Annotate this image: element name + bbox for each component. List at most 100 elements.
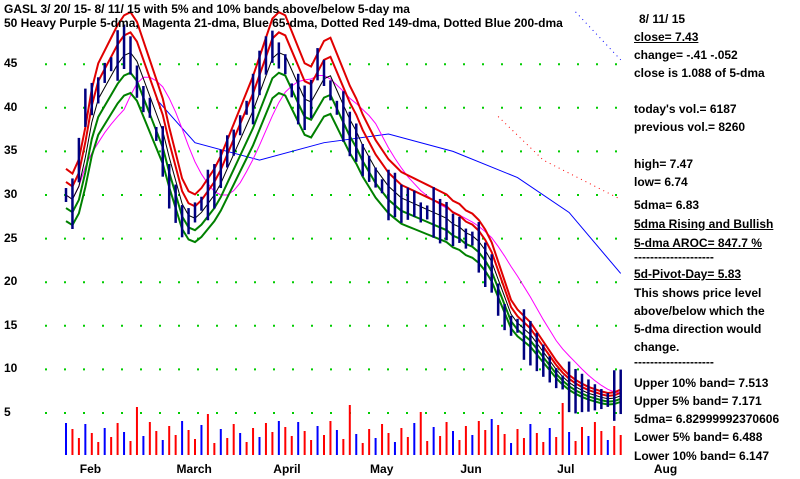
dma65-line (155, 98, 622, 274)
explain-line: This shows price level (634, 286, 762, 300)
volume-bar (187, 430, 190, 455)
volume-bar (310, 440, 313, 455)
separator: -------------------- (634, 355, 714, 369)
date: 8/ 11/ 15 (639, 12, 686, 26)
volume-bar (258, 437, 261, 455)
upper-5-band: Upper 5% band= 7.171 (634, 394, 762, 408)
volume-bar (84, 424, 87, 455)
explain-line: above/below which the (634, 304, 765, 318)
volume-bar (206, 414, 209, 455)
volume-bar (77, 438, 80, 455)
volume-bar (555, 437, 558, 455)
volume-bar (142, 436, 145, 455)
x-tick-label: Jun (460, 462, 482, 476)
volume-bar (226, 438, 229, 455)
volume-bar (426, 441, 429, 455)
volume-bar (452, 431, 454, 455)
volume-bar (535, 433, 538, 455)
upper-5-band-line (65, 31, 622, 397)
volume-bar (432, 427, 435, 455)
volume-bar (200, 425, 203, 455)
volume-bar (413, 423, 416, 455)
volume-bar (393, 442, 396, 455)
volume-bar (548, 428, 551, 455)
volume-bar (123, 432, 126, 455)
volume-bar (161, 440, 164, 455)
y-tick-label: 5 (4, 405, 11, 419)
volume-bar (355, 434, 358, 455)
volume-bar (284, 427, 287, 455)
dma149-line (497, 116, 621, 200)
close: close= 7.43 (634, 30, 699, 44)
volume-bar (374, 438, 377, 455)
volume-bar (323, 435, 325, 455)
x-tick-label: Feb (79, 462, 102, 476)
volume-bar (613, 426, 616, 455)
explain-line: 5-dma direction would (634, 322, 762, 336)
volume-bar (329, 421, 332, 455)
status: 5dma Rising and Bullish (634, 217, 774, 231)
separator: -------------------- (634, 250, 714, 264)
volume-bar (503, 434, 506, 455)
volume-bar (477, 421, 480, 455)
todays-volume: today's vol.= 6187 (634, 102, 737, 116)
volume-bar (245, 442, 248, 455)
volume-bar (600, 431, 603, 455)
high: high= 7.47 (634, 157, 694, 171)
volume-bar (155, 431, 158, 455)
volume-bar (174, 435, 177, 455)
volume-bar (271, 432, 274, 455)
volume-bar (277, 421, 280, 455)
volume-bar (219, 429, 222, 455)
volume-bar (361, 443, 364, 455)
volume-bar (110, 437, 113, 455)
volume-bar (181, 421, 184, 455)
volume-bar (135, 407, 138, 455)
volume-bar (516, 429, 519, 455)
y-tick-label: 35 (4, 143, 18, 158)
volume-bar (522, 438, 525, 455)
volume-bar (574, 441, 577, 455)
volume-bar (542, 442, 545, 455)
chart-title: GASL 3/ 20/ 15- 8/ 11/ 15 with 5% and 10… (4, 2, 410, 16)
volume-bar (400, 428, 403, 455)
upper-10-band: Upper 10% band= 7.513 (634, 376, 769, 390)
volume-bar (619, 435, 622, 455)
lower-10-band: Lower 10% band= 6.147 (634, 449, 770, 463)
volume-bar (335, 430, 338, 455)
change: change= -.41 -.052 (634, 48, 738, 62)
volume-bar (419, 412, 422, 455)
close-ratio: close is 1.088 of 5-dma (634, 66, 765, 80)
volume-bar (290, 436, 293, 455)
volume-bar (406, 437, 409, 455)
volume-bar (484, 430, 487, 455)
dma5: 5dma= 6.83 (634, 198, 700, 212)
volume-bar (103, 428, 106, 455)
volume-bar (342, 439, 345, 455)
y-tick-label: 20 (4, 274, 18, 289)
x-tick-label: Aug (653, 462, 678, 476)
chart-subtitle: 50 Heavy Purple 5-dma, Magenta 21-dma, B… (4, 16, 563, 30)
lower-5-band: Lower 5% band= 6.488 (634, 430, 763, 444)
volume-bar (439, 436, 442, 455)
volume-bar (71, 429, 74, 455)
y-tick-label: 45 (4, 56, 18, 71)
volume-bar (568, 432, 571, 455)
x-tick-label: Jul (557, 462, 575, 476)
pivot: 5d-Pivot-Day= 5.83 (634, 267, 742, 281)
x-tick-label: April (273, 462, 301, 476)
volume-bar (458, 440, 461, 455)
volume-bar (581, 427, 583, 455)
upper-10-band-line (65, 10, 622, 394)
low: low= 6.74 (634, 175, 688, 189)
volume-bar (65, 423, 67, 455)
volume-bar (316, 426, 319, 455)
volume-bar (232, 424, 235, 455)
volume-bar (168, 426, 171, 455)
volume-bar (129, 441, 132, 455)
volume-bar (593, 422, 596, 455)
volume-bar (368, 429, 371, 455)
y-tick-label: 10 (4, 361, 18, 376)
y-tick-label: 15 (4, 317, 18, 332)
volume-bar (303, 431, 306, 455)
